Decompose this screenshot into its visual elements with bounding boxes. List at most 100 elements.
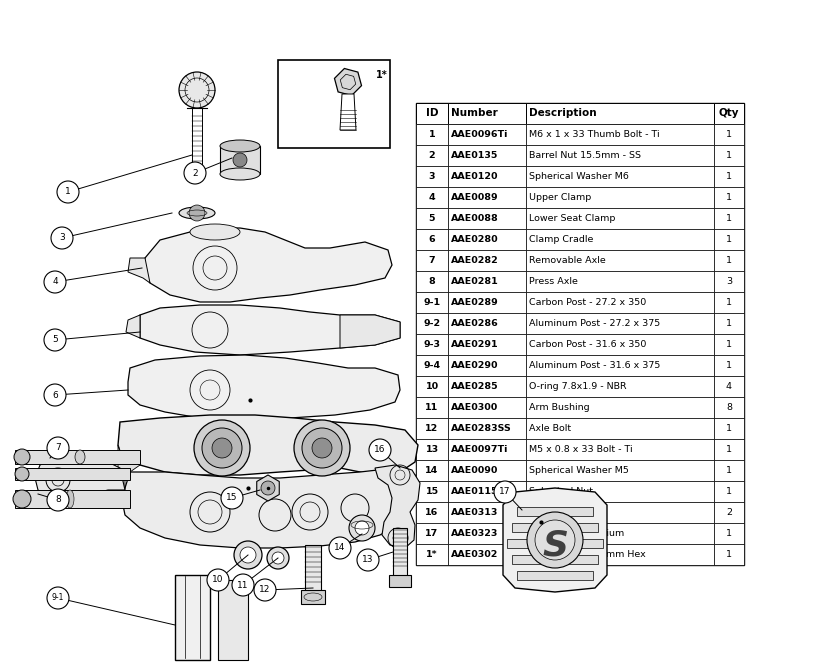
Bar [416, 208, 448, 229]
Bar [448, 229, 526, 250]
Bar [714, 124, 744, 145]
Text: Lower Seat Clamp: Lower Seat Clamp [529, 214, 616, 223]
Bar [416, 103, 744, 565]
Text: Clamp Cradle: Clamp Cradle [529, 235, 593, 244]
Bar [526, 187, 714, 208]
Ellipse shape [220, 168, 260, 180]
Bar [416, 187, 448, 208]
Bar [416, 145, 448, 166]
Text: 1: 1 [726, 193, 732, 202]
Text: 12: 12 [425, 424, 438, 433]
Circle shape [47, 489, 69, 511]
Text: 15: 15 [226, 494, 238, 502]
Text: 1: 1 [726, 172, 732, 181]
Text: 3: 3 [726, 277, 732, 286]
Text: 11: 11 [237, 581, 249, 589]
Circle shape [189, 205, 205, 221]
Circle shape [194, 420, 250, 476]
Bar [448, 376, 526, 397]
Circle shape [240, 547, 256, 563]
Text: S: S [542, 529, 568, 563]
Bar [526, 355, 714, 376]
Bar [416, 250, 448, 271]
Bar [416, 229, 448, 250]
Text: 12: 12 [260, 585, 270, 595]
Bar [448, 481, 526, 502]
Text: 15: 15 [425, 487, 438, 496]
Bar [416, 544, 448, 565]
Text: 1: 1 [726, 151, 732, 160]
Polygon shape [118, 445, 140, 500]
Circle shape [51, 227, 73, 249]
Text: 2: 2 [726, 508, 732, 517]
Text: 13: 13 [425, 445, 438, 454]
Bar [714, 271, 744, 292]
Bar [416, 313, 448, 334]
Text: Qty: Qty [719, 108, 739, 118]
Circle shape [232, 574, 254, 596]
Circle shape [494, 481, 516, 503]
Bar [416, 439, 448, 460]
Text: M6 x 1 x 33 Thumb Bolt - Ti: M6 x 1 x 33 Thumb Bolt - Ti [529, 130, 659, 139]
Circle shape [44, 271, 66, 293]
Bar [526, 502, 714, 523]
Bar [448, 502, 526, 523]
Text: 8: 8 [428, 277, 435, 286]
Bar [526, 481, 714, 502]
Ellipse shape [75, 450, 85, 464]
Polygon shape [257, 475, 279, 501]
Circle shape [207, 569, 229, 591]
Bar [448, 544, 526, 565]
Text: AAE0282: AAE0282 [451, 256, 499, 265]
Bar [278, 60, 390, 148]
Text: AAE0096Ti: AAE0096Ti [451, 130, 508, 139]
Bar [448, 187, 526, 208]
Text: Description: Description [529, 108, 596, 118]
Bar [714, 208, 744, 229]
Text: AAE0281: AAE0281 [451, 277, 499, 286]
Bar [448, 355, 526, 376]
Text: Arm Bushing: Arm Bushing [529, 403, 590, 412]
Bar [526, 103, 714, 124]
Polygon shape [340, 315, 400, 348]
Bar [448, 439, 526, 460]
Bar [714, 481, 744, 502]
Text: 13: 13 [362, 555, 374, 565]
Circle shape [13, 490, 31, 508]
Text: 17: 17 [425, 529, 438, 538]
Text: 3: 3 [59, 233, 65, 242]
Bar [512, 555, 598, 564]
Text: 6: 6 [52, 391, 58, 399]
Bar [526, 397, 714, 418]
Bar [448, 418, 526, 439]
Text: AAE0089: AAE0089 [451, 193, 499, 202]
Bar [714, 376, 744, 397]
Text: 1: 1 [726, 424, 732, 433]
Text: 14: 14 [425, 466, 438, 475]
Text: AAE0300: AAE0300 [451, 403, 498, 412]
Text: 1: 1 [726, 550, 732, 559]
Bar [714, 355, 744, 376]
Polygon shape [375, 465, 420, 548]
Bar [448, 460, 526, 481]
Bar [448, 397, 526, 418]
Ellipse shape [179, 207, 215, 219]
Bar [714, 229, 744, 250]
Text: 1*: 1* [426, 550, 438, 559]
Circle shape [14, 449, 30, 465]
Bar [448, 124, 526, 145]
Text: Press Axle: Press Axle [529, 277, 578, 286]
Text: 10: 10 [425, 382, 438, 391]
Text: AAE0120: AAE0120 [451, 172, 498, 181]
Bar [714, 523, 744, 544]
Text: 1: 1 [726, 445, 732, 454]
Bar [714, 418, 744, 439]
Bar [526, 271, 714, 292]
Bar [220, 146, 260, 174]
Text: 1: 1 [726, 466, 732, 475]
Circle shape [254, 579, 276, 601]
Text: Aluminum Post - 31.6 x 375: Aluminum Post - 31.6 x 375 [529, 361, 660, 370]
Bar [416, 418, 448, 439]
Text: 9-3: 9-3 [423, 340, 440, 349]
Circle shape [233, 153, 247, 167]
